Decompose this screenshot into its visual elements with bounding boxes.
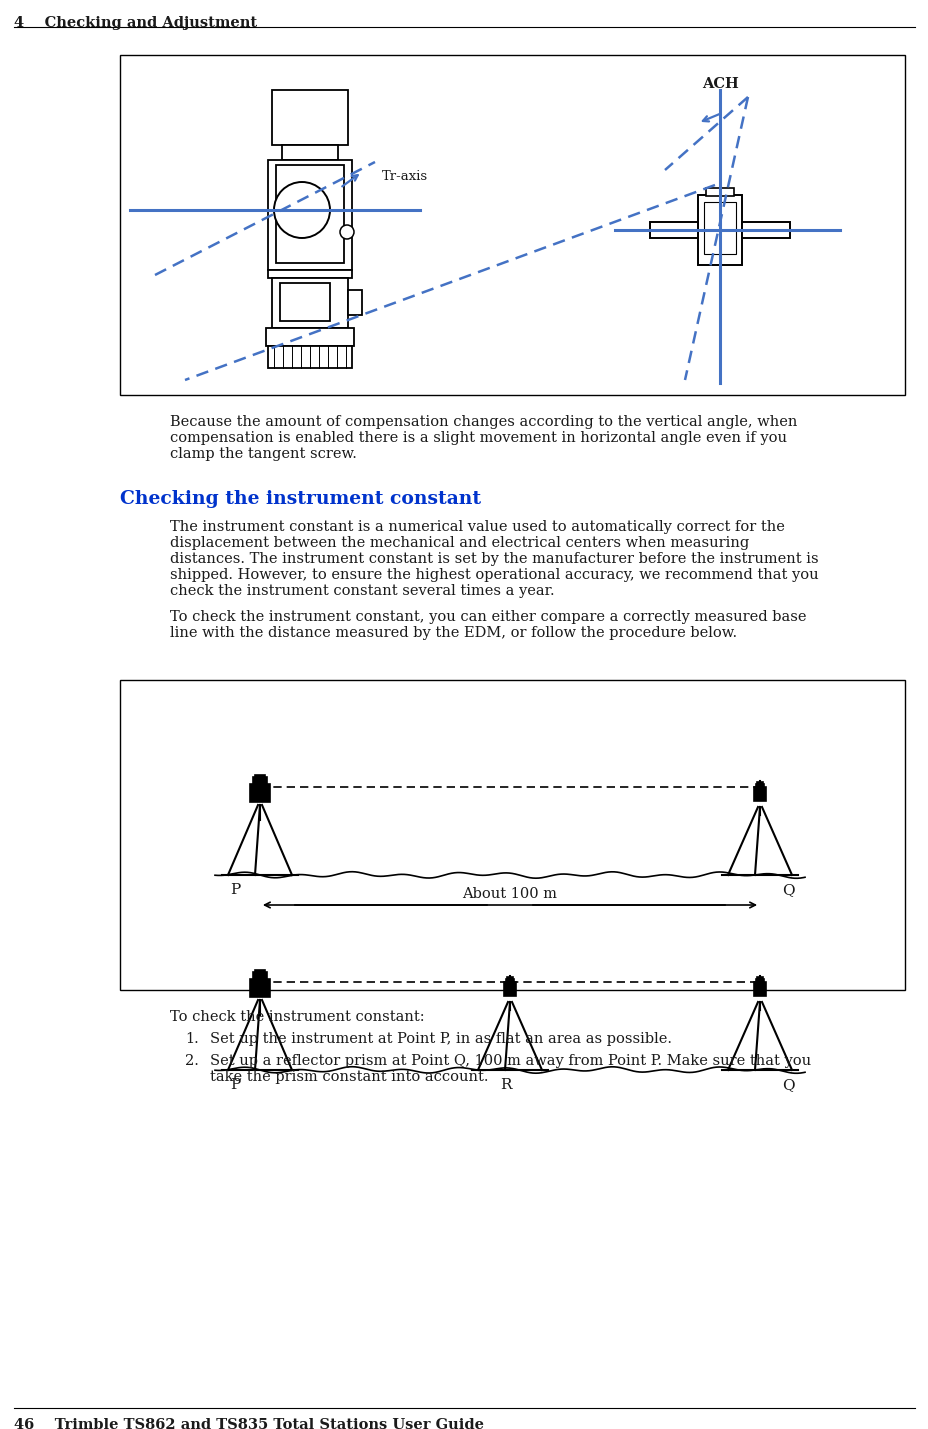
Bar	[267, 270, 352, 279]
Text: compensation is enabled there is a slight movement in horizontal angle even if y: compensation is enabled there is a sligh…	[170, 432, 786, 444]
Circle shape	[340, 224, 354, 239]
Bar	[252, 972, 266, 985]
Circle shape	[274, 181, 329, 239]
Bar	[267, 160, 352, 270]
Bar	[754, 787, 766, 802]
Bar	[504, 982, 515, 996]
Text: clamp the tangent screw.: clamp the tangent screw.	[170, 447, 356, 462]
Bar	[754, 982, 766, 996]
Bar	[254, 775, 264, 783]
Bar	[756, 782, 762, 787]
Bar	[755, 785, 763, 793]
Text: displacement between the mechanical and electrical centers when measuring: displacement between the mechanical and …	[170, 536, 749, 550]
Bar	[755, 979, 763, 987]
Text: line with the distance measured by the EDM, or follow the procedure below.: line with the distance measured by the E…	[170, 626, 736, 640]
Bar	[507, 977, 512, 983]
Bar	[272, 90, 348, 144]
Text: Set up a reflector prism at Point Q, 100 m away from Point P. Make sure that you: Set up a reflector prism at Point Q, 100…	[210, 1055, 810, 1067]
Text: R: R	[499, 1077, 511, 1092]
Bar	[756, 977, 762, 983]
Bar	[703, 201, 735, 254]
Text: ACH: ACH	[701, 77, 738, 91]
Text: Tr-axis: Tr-axis	[381, 170, 428, 183]
Bar	[506, 979, 513, 987]
Bar	[250, 785, 270, 802]
Bar	[254, 970, 264, 977]
Text: Q: Q	[781, 1077, 793, 1092]
Text: 4    Checking and Adjustment: 4 Checking and Adjustment	[14, 16, 257, 30]
Text: Because the amount of compensation changes according to the vertical angle, when: Because the amount of compensation chang…	[170, 414, 796, 429]
Bar	[252, 777, 266, 790]
Text: Set up the instrument at Point P, in as flat an area as possible.: Set up the instrument at Point P, in as …	[210, 1032, 671, 1046]
Text: P: P	[230, 1077, 240, 1092]
Bar	[741, 221, 789, 239]
Text: check the instrument constant several times a year.: check the instrument constant several ti…	[170, 584, 554, 597]
Bar	[272, 279, 348, 329]
Bar	[279, 283, 329, 322]
Text: 46    Trimble TS862 and TS835 Total Stations User Guide: 46 Trimble TS862 and TS835 Total Station…	[14, 1418, 483, 1429]
Text: The instrument constant is a numerical value used to automatically correct for t: The instrument constant is a numerical v…	[170, 520, 784, 534]
Bar	[276, 164, 343, 263]
Bar	[348, 290, 362, 314]
Bar	[697, 194, 741, 264]
Text: To check the instrument constant, you can either compare a correctly measured ba: To check the instrument constant, you ca…	[170, 610, 806, 624]
Text: 2.: 2.	[185, 1055, 199, 1067]
Text: Checking the instrument constant: Checking the instrument constant	[120, 490, 481, 507]
Bar	[267, 346, 352, 369]
Text: distances. The instrument constant is set by the manufacturer before the instrum: distances. The instrument constant is se…	[170, 552, 818, 566]
Bar	[120, 54, 904, 394]
Text: To check the instrument constant:: To check the instrument constant:	[170, 1010, 424, 1025]
Bar	[282, 144, 338, 160]
Bar	[650, 221, 697, 239]
Bar	[120, 680, 904, 990]
Text: take the prism constant into account.: take the prism constant into account.	[210, 1070, 488, 1085]
Bar	[250, 979, 270, 997]
Text: About 100 m: About 100 m	[462, 887, 557, 902]
Text: P: P	[230, 883, 240, 897]
Bar	[265, 329, 354, 346]
Text: Q: Q	[781, 883, 793, 897]
Bar	[705, 189, 733, 196]
Text: shipped. However, to ensure the highest operational accuracy, we recommend that : shipped. However, to ensure the highest …	[170, 567, 818, 582]
Text: 1.: 1.	[185, 1032, 199, 1046]
